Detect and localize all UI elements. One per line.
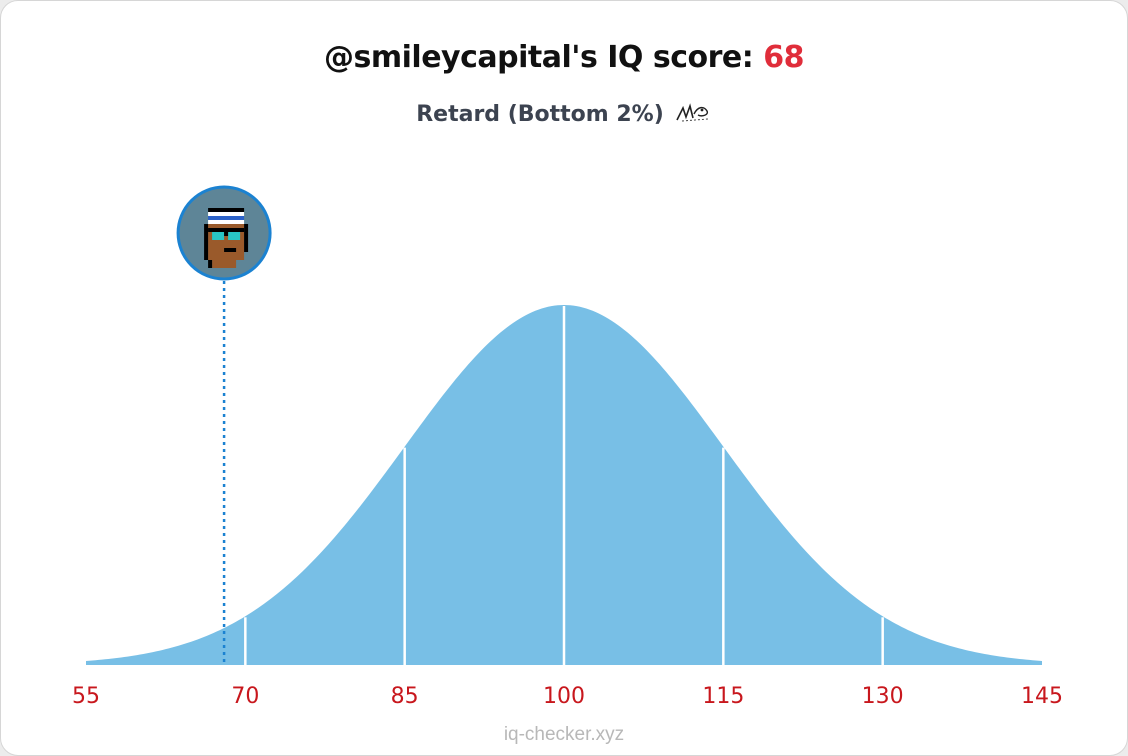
category-label: Retard (Bottom 2%) [416, 102, 664, 127]
page-title: @smileycapital's IQ score: 68 [0, 40, 1128, 75]
x-tick-label: 85 [391, 684, 419, 709]
x-tick-label: 70 [231, 684, 259, 709]
avatar-glasses-frame [208, 228, 245, 232]
x-tick-label: 130 [862, 684, 904, 709]
avatar-headband-white-2 [208, 220, 245, 224]
iq-score: 68 [763, 40, 804, 75]
avatar-headband-white [208, 212, 245, 216]
avatar-face-outline-right [244, 224, 249, 252]
x-tick-label: 100 [543, 684, 585, 709]
site-watermark: iq-checker.xyz [503, 724, 625, 745]
avatar-mouth [224, 248, 237, 252]
score-avatar-marker [176, 185, 272, 281]
avatar-headband-outline [208, 208, 245, 212]
title-prefix: @smileycapital's IQ score: [324, 40, 764, 75]
avatar-glasses-lens-right [228, 232, 241, 240]
doodle-icon [676, 103, 708, 122]
avatar-neck [212, 260, 237, 268]
x-tick-label: 55 [72, 684, 100, 709]
avatar-neck-outline [208, 260, 213, 268]
avatar-glasses-lens-left [212, 232, 225, 240]
score-category: Retard (Bottom 2%) [0, 102, 1128, 127]
x-tick-label: 115 [702, 684, 744, 709]
avatar-headband-blue [208, 216, 245, 220]
avatar-glasses-bridge [224, 232, 229, 236]
avatar-face-outline-left [204, 224, 209, 260]
x-tick-label: 145 [1021, 684, 1063, 709]
